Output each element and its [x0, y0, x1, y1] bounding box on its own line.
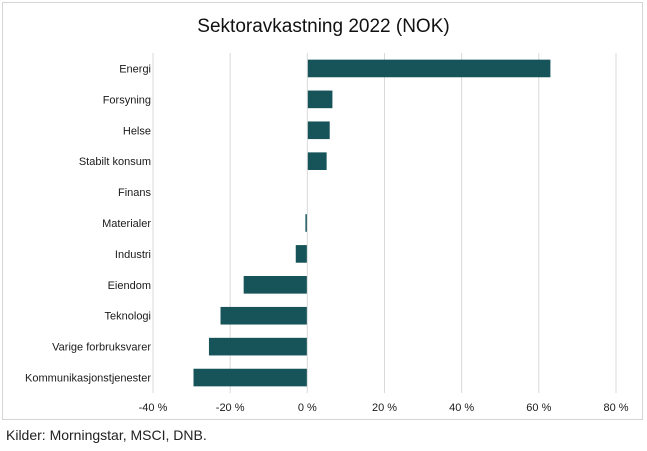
category-label: Teknologi — [105, 311, 151, 323]
category-label: Stabilt konsum — [79, 156, 151, 168]
bar — [243, 276, 308, 294]
category-label: Energi — [119, 63, 151, 75]
bar — [193, 368, 308, 387]
category-label: Forsyning — [103, 94, 151, 106]
x-tick-label: 20 % — [372, 402, 397, 414]
bar-chart: Energi Forsyning Helse Stabilt konsum Finans… — [25, 53, 629, 414]
x-tick-label: 0 % — [298, 402, 317, 414]
bar — [307, 152, 327, 170]
bar — [208, 337, 308, 356]
category-label: Materialer — [102, 218, 151, 230]
bar — [295, 245, 308, 263]
bar — [307, 90, 333, 109]
x-tick-label: 60 % — [526, 402, 551, 414]
category-label: Helse — [123, 125, 151, 137]
chart-frame: Sektoravkastning 2022 (NOK) Energi Forsyn… — [2, 2, 643, 420]
category-label: Eiendom — [108, 280, 151, 292]
chart-title: Sektoravkastning 2022 (NOK) — [197, 16, 450, 37]
category-label: Varige forbruksvarer — [52, 342, 151, 354]
source-note: Kilder: Morningstar, MSCI, DNB. — [6, 427, 207, 443]
x-tick-label: 40 % — [449, 402, 474, 414]
bar — [307, 59, 551, 78]
bar — [305, 214, 308, 232]
category-label: Industri — [115, 249, 151, 261]
x-tick-label: 80 % — [603, 402, 628, 414]
x-tick-label: -40 % — [139, 402, 168, 414]
bar — [220, 306, 308, 325]
x-tick-label: -20 % — [216, 402, 245, 414]
bar — [307, 121, 330, 140]
category-label: Finans — [118, 187, 152, 199]
category-label: Kommunikasjonstjenester — [25, 373, 151, 385]
